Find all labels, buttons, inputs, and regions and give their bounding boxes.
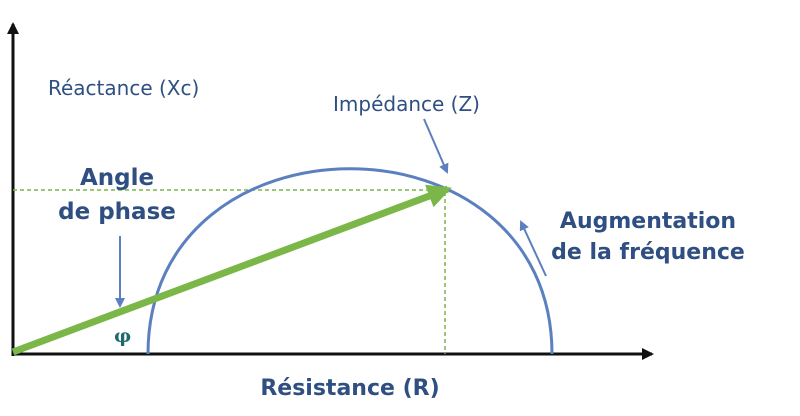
phase-angle-label-line1: Angle [80,165,154,191]
impedance-vector [11,184,452,356]
impedance-arc [146,167,554,355]
impedance-pointer-arrow [423,118,449,174]
x-axis-label: Résistance (R) [260,376,439,401]
frequency-label-line1: Augmentation [560,209,736,234]
phase-angle-label-line2: de phase [58,199,176,225]
frequency-direction-arrow [519,220,547,277]
phase-symbol: φ [114,325,131,347]
y-axis-label: Réactance (Xc) [48,76,199,100]
impedance-label: Impédance (Z) [333,92,480,116]
frequency-label-line2: de la fréquence [551,240,745,265]
